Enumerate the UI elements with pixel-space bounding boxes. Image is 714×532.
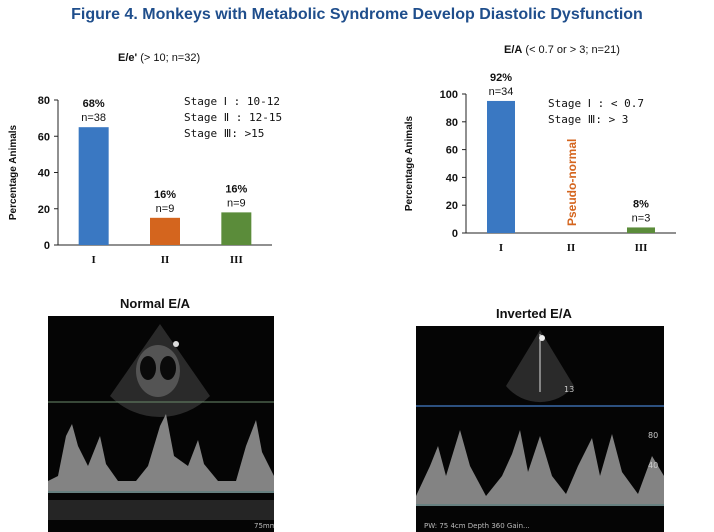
x-tick-label: I [499,242,503,254]
data-label-percent: 8% [633,198,649,210]
left-heading-metric: E/e' [118,52,138,64]
doppler-waveform [416,430,664,504]
bar-stage-1 [487,100,515,233]
x-tick-label: II [161,254,170,266]
y-tick-label: 40 [446,172,458,184]
inverted-ea-caption: Inverted E/A [496,306,572,321]
bar-stage-1 [78,127,109,245]
right-heading-criteria: (< 0.7 or > 3; n=21) [522,44,620,56]
figure-title: Figure 4. Monkeys with Metabolic Syndrom… [71,6,643,23]
data-label-percent: 16% [225,183,247,195]
inverted-echo-drawing: 13 80 40 PW: 75 4cm Depth 360 Gain... [416,330,664,530]
velocity-scale-label: 80 [648,431,658,440]
bar-stage-2 [150,217,180,245]
left-stage-legend: Stage Ⅰ : 10-12 Stage Ⅱ : 12-15 Stage Ⅲ:… [184,94,282,142]
legend-stage-1: Stage Ⅰ : < 0.7 [548,97,644,110]
doppler-waveform [48,414,274,491]
y-tick-label: 60 [38,131,50,143]
echo-depth-marker: 13 [564,385,574,394]
data-label-count: n=9 [156,203,175,215]
y-tick-label: 80 [38,95,50,107]
right-stage-legend: Stage Ⅰ : < 0.7 Stage Ⅲ: > 3 [548,96,644,128]
bar-stage-3 [221,212,252,245]
echo-footer-label: 75mm [254,522,274,530]
legend-stage-1: Stage Ⅰ : 10-12 [184,95,280,108]
y-tick-label: 60 [446,145,458,157]
data-label-count: n=34 [489,86,514,98]
data-label-count: n=38 [81,112,106,124]
data-label-count: n=3 [632,212,651,224]
echo-footer-label: PW: 75 4cm Depth 360 Gain... [424,522,530,530]
normal-ea-echo-image: 75mm [48,316,274,532]
data-label-count: n=9 [227,197,246,209]
data-label-percent: 68% [83,98,105,110]
y-tick-label: 20 [38,204,50,216]
x-tick-label: III [230,254,243,266]
y-tick-label: 0 [44,240,50,252]
y-tick-label: 20 [446,200,458,212]
y-axis-label: Percentage Animals [404,115,415,211]
y-tick-label: 40 [38,168,50,180]
y-tick-label: 0 [452,228,458,240]
legend-stage-3: Stage Ⅲ: >15 [184,127,265,140]
bar-stage-3 [627,227,655,233]
right-heading-metric: E/A [504,44,523,56]
y-tick-label: 80 [446,117,458,129]
y-tick-label: 100 [440,89,458,101]
pseudo-normal-annotation: Pseudo-normal [565,138,579,226]
x-tick-label: III [635,242,648,254]
x-tick-label: I [92,254,96,266]
legend-stage-2: Stage Ⅱ : 12-15 [184,111,283,124]
normal-echo-drawing: 75mm [48,324,274,530]
left-chart-heading: E/e' (> 10; n=32) [118,52,200,64]
legend-stage-3: Stage Ⅲ: > 3 [548,113,629,126]
x-tick-label: II [567,242,576,254]
inverted-ea-echo-image: 13 80 40 PW: 75 4cm Depth 360 Gain... [416,326,664,532]
y-axis-label: Percentage Animals [8,124,19,220]
right-chart-heading: E/A (< 0.7 or > 3; n=21) [504,44,620,56]
data-label-percent: 92% [490,72,512,84]
data-label-percent: 16% [154,189,176,201]
normal-ea-caption: Normal E/A [120,296,191,311]
left-heading-criteria: (> 10; n=32) [137,52,201,64]
velocity-scale-label: 40 [648,461,658,470]
